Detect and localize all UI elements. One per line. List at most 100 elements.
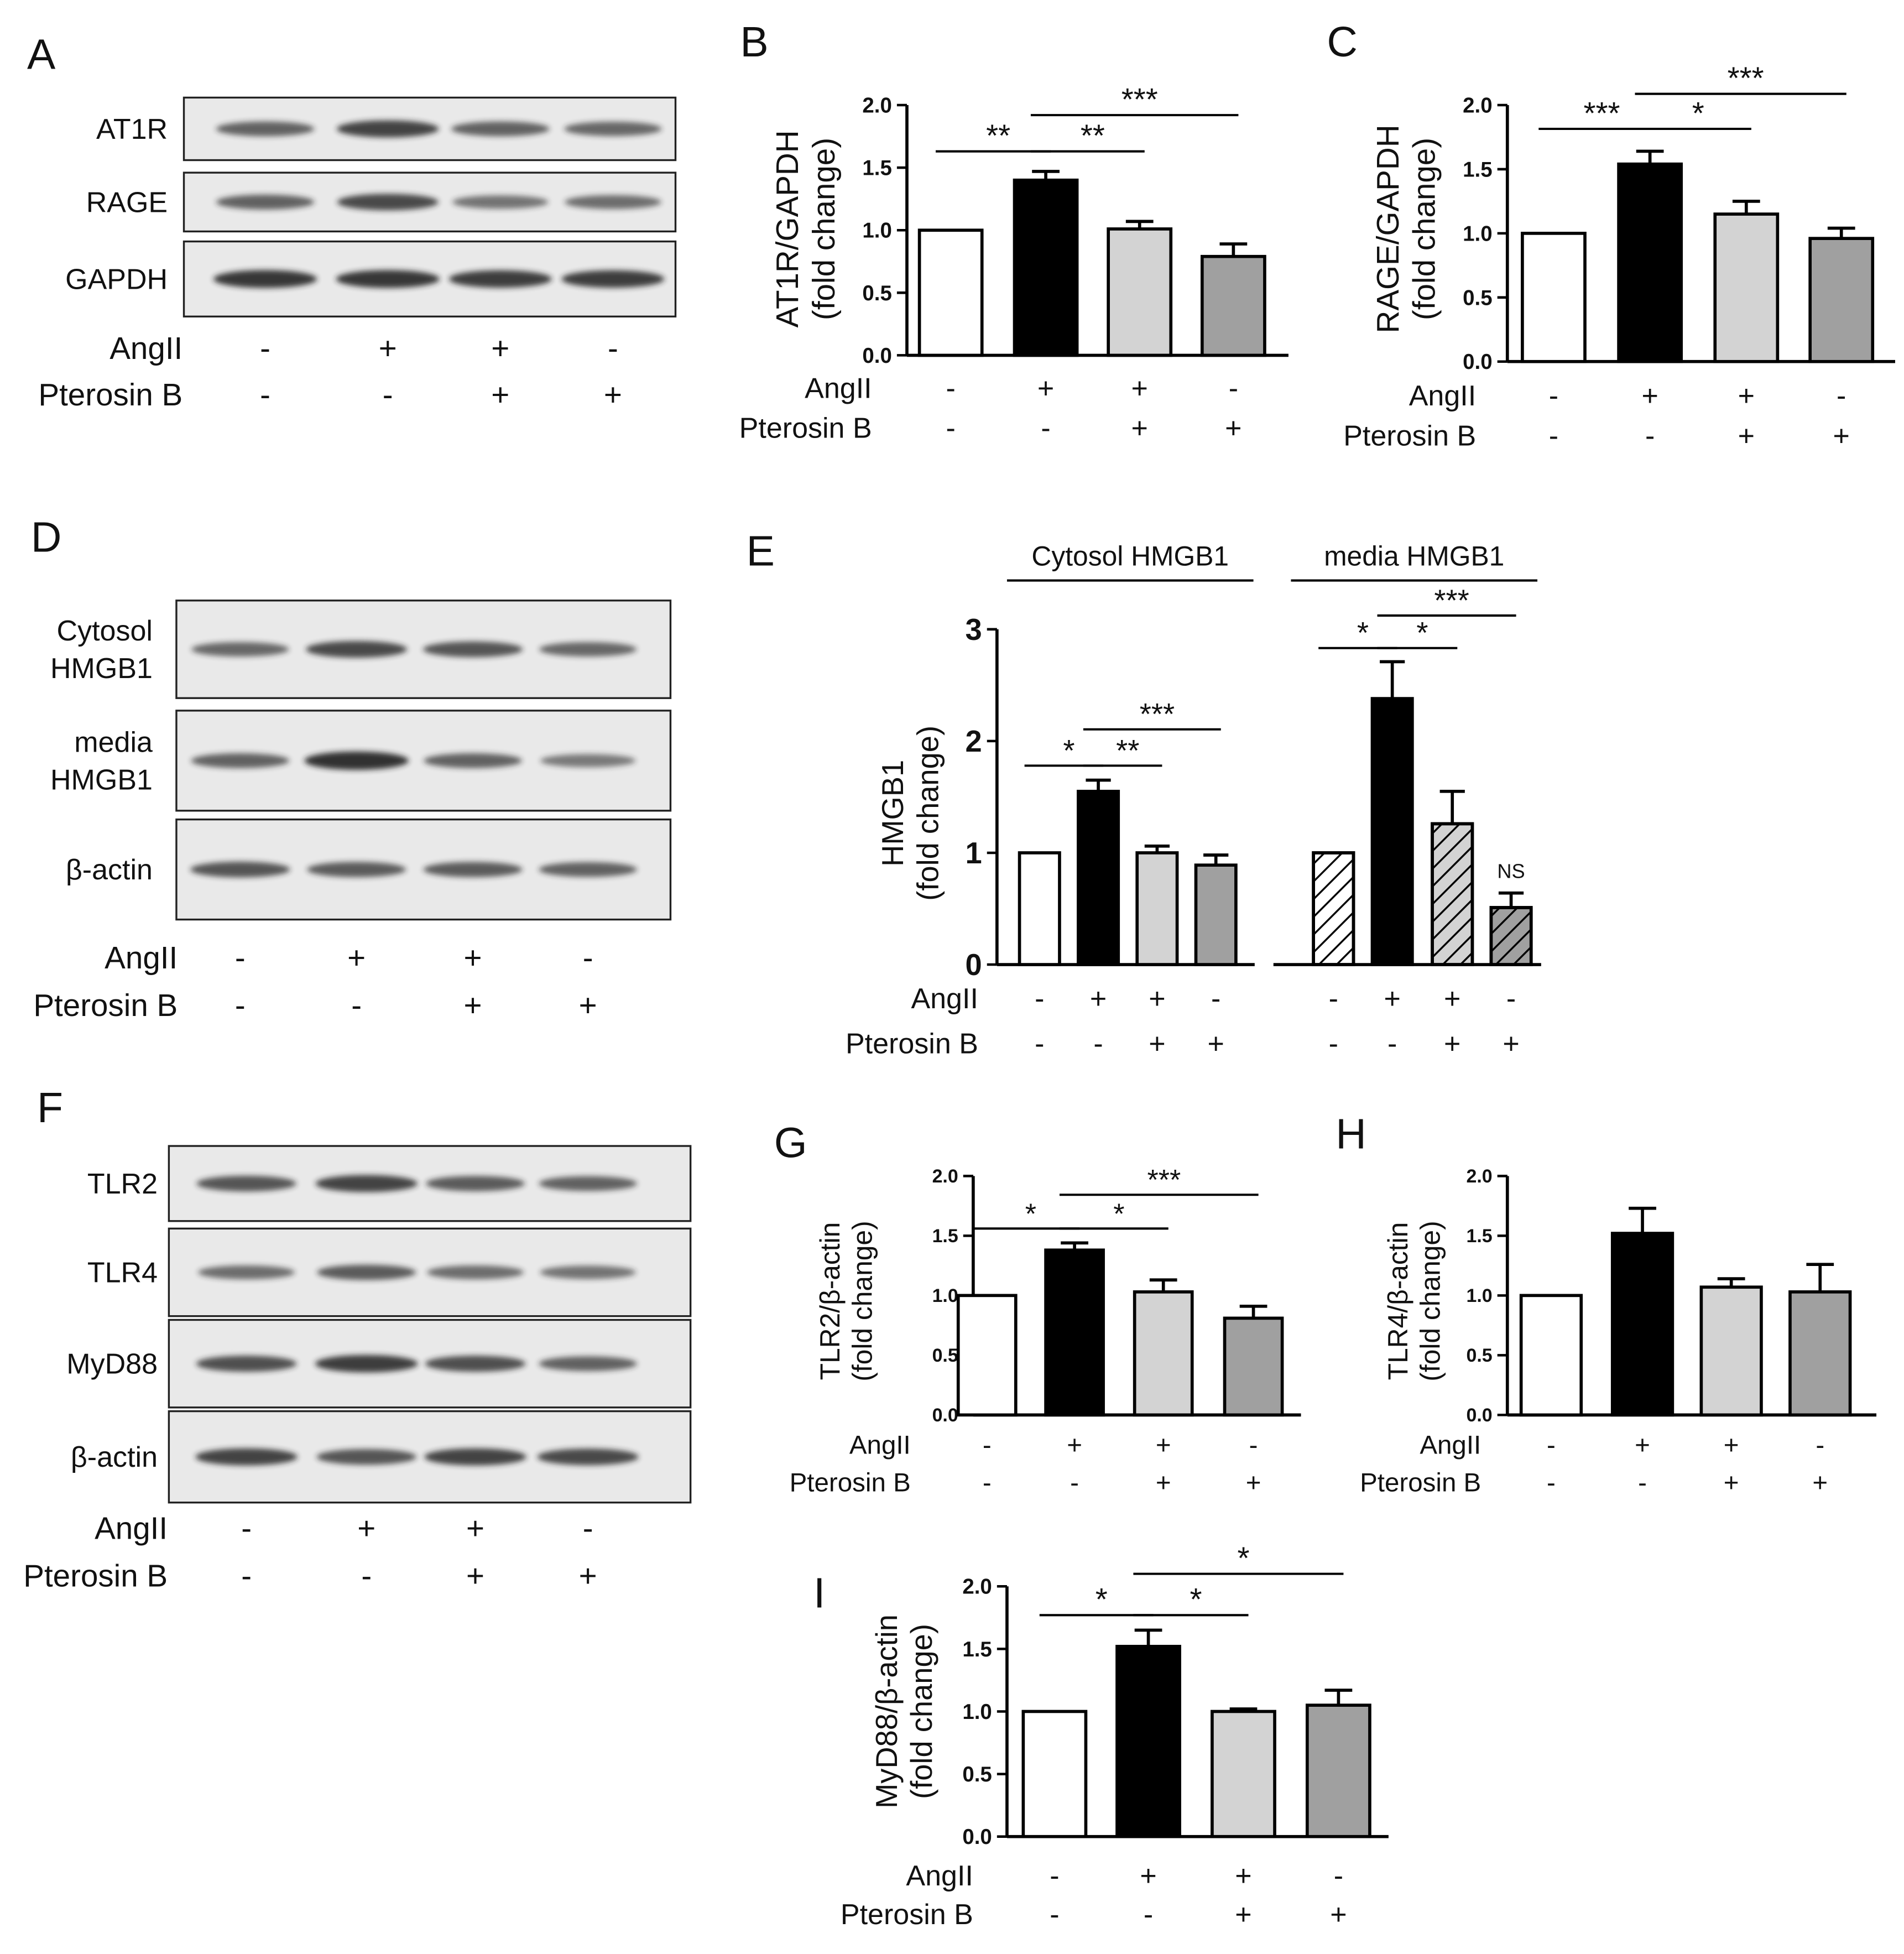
chart-C-pterosin-sign: - bbox=[1549, 420, 1558, 452]
bar-hatch bbox=[1312, 851, 1355, 966]
significance-label: * bbox=[1190, 1582, 1202, 1617]
blot-F-angii-label: AngII bbox=[95, 1510, 168, 1545]
y-tick-label: 1.0 bbox=[1463, 222, 1492, 246]
blot-band bbox=[452, 195, 549, 209]
bar bbox=[1133, 1290, 1194, 1417]
blot-band bbox=[539, 1176, 638, 1191]
y-tick-label: 0.0 bbox=[932, 1405, 958, 1426]
panel-letter-C: C bbox=[1327, 18, 1358, 66]
panel-letter-E: E bbox=[747, 527, 775, 575]
blot-band bbox=[564, 195, 661, 209]
chart-B-angii-sign: - bbox=[1229, 372, 1238, 404]
chart-B: B0.00.51.01.52.0** *****AT1R/GAPDH (fold c… bbox=[740, 18, 1289, 368]
chart-E-g1-pterosin-sign: + bbox=[1503, 1028, 1519, 1060]
blot-row-label: TLR2 bbox=[87, 1168, 158, 1200]
chart-G-pterosin-sign: - bbox=[1070, 1468, 1079, 1497]
blot-row-label: media bbox=[74, 726, 153, 758]
y-tick-label: 1.5 bbox=[1466, 1226, 1492, 1247]
chart-H-pterosin-label: Pterosin B bbox=[1360, 1468, 1481, 1497]
blot-band bbox=[539, 1356, 638, 1372]
chart-H-angii-sign: - bbox=[1816, 1430, 1824, 1460]
bar bbox=[1044, 1248, 1105, 1417]
chart-I: I 0.0 0.5 1.0 1.5 2.0 * * * MyD88/β-actin (fold ch… bbox=[813, 1541, 1389, 1849]
blot-band bbox=[539, 642, 637, 657]
blot-D-pterosin-label: Pterosin B bbox=[33, 988, 178, 1023]
blot-band bbox=[216, 194, 315, 210]
chart-C-pterosin-sign: + bbox=[1833, 420, 1850, 452]
chart-C-angii-sign: + bbox=[1738, 380, 1755, 412]
y-axis-label-units: (fold change) bbox=[847, 1221, 878, 1381]
y-tick-label: 2.0 bbox=[1463, 93, 1492, 117]
chart-H-pterosin-sign: - bbox=[1547, 1468, 1556, 1497]
chart-I-pterosin-sign: - bbox=[1050, 1899, 1059, 1931]
blot-band bbox=[315, 1175, 418, 1192]
y-axis-label: HMGB1 bbox=[876, 760, 910, 867]
blot-band bbox=[540, 754, 636, 768]
chart-H-pterosin-sign: - bbox=[1638, 1468, 1647, 1497]
y-tick-label: 0.5 bbox=[962, 1763, 992, 1786]
blot-band bbox=[564, 121, 662, 136]
chart-H: H 0.0 0.5 1.0 1.5 2.0 TLR4/β-actin (fold change… bbox=[1336, 1111, 1877, 1426]
chart-B-pterosin-sign: + bbox=[1131, 413, 1148, 445]
blot-band bbox=[422, 641, 523, 658]
chart-E-g1-angii-sign: + bbox=[1384, 983, 1400, 1015]
blot-A-pterosin-sign: + bbox=[604, 377, 622, 412]
blot-row-label: Cytosol bbox=[57, 615, 153, 647]
blot-F-angii-sign: + bbox=[466, 1510, 484, 1545]
chart-E-g1-angii-sign: - bbox=[1329, 983, 1338, 1015]
blot-band bbox=[561, 270, 665, 288]
y-axis-label-units: (fold change) bbox=[905, 1624, 938, 1799]
blot-row-label: GAPDH bbox=[65, 264, 168, 296]
blot-band bbox=[315, 1354, 418, 1373]
blot-band bbox=[304, 751, 409, 770]
significance-label: ** bbox=[986, 118, 1010, 153]
bar bbox=[1617, 162, 1683, 363]
chart-C-pterosin-sign: + bbox=[1738, 420, 1755, 452]
bar bbox=[1713, 212, 1780, 363]
blot-band bbox=[196, 1175, 296, 1192]
chart-G-angii-sign: - bbox=[1249, 1430, 1258, 1460]
chart-E-g0-pterosin-label: Pterosin B bbox=[846, 1028, 978, 1060]
panel-letter-A: A bbox=[27, 30, 56, 78]
blot-D-pterosin-sign: - bbox=[235, 988, 246, 1023]
blot-band bbox=[424, 753, 522, 768]
blot-band bbox=[451, 121, 550, 137]
significance-label: ** bbox=[1116, 733, 1139, 767]
chart-H-angii-sign: - bbox=[1547, 1430, 1556, 1460]
y-tick-label: 0 bbox=[966, 948, 982, 982]
blot-band bbox=[337, 194, 439, 211]
blot-F-pterosin-sign: - bbox=[241, 1558, 252, 1593]
blot-band bbox=[191, 753, 290, 768]
chart-I-pterosin-label: Pterosin B bbox=[841, 1899, 973, 1931]
blot-strip-F: β-actin bbox=[71, 1410, 692, 1504]
group-header: Cytosol HMGB1 bbox=[1031, 540, 1229, 571]
chart-E-g0-angii-sign: + bbox=[1149, 983, 1165, 1015]
bar bbox=[917, 228, 984, 357]
chart-I-angii-sign: - bbox=[1050, 1860, 1059, 1892]
y-axis-label: AT1R/GAPDH bbox=[770, 130, 805, 327]
y-tick-label: 0.0 bbox=[962, 1825, 992, 1849]
chart-G-angii-sign: - bbox=[983, 1430, 992, 1460]
bar bbox=[1521, 232, 1587, 363]
chart-E-g1-pterosin-sign: + bbox=[1444, 1028, 1460, 1060]
y-tick-label: 1.5 bbox=[862, 157, 891, 180]
blot-strip-F: TLR2 bbox=[87, 1145, 692, 1222]
chart-I-pterosin-sign: + bbox=[1235, 1899, 1251, 1931]
blot-D-pterosin-sign: - bbox=[351, 988, 362, 1023]
chart-H-angii-sign: + bbox=[1635, 1430, 1650, 1460]
bar bbox=[1699, 1285, 1763, 1417]
significance-label: * bbox=[1096, 1582, 1108, 1617]
bar bbox=[1021, 1710, 1088, 1838]
chart-G-angii-sign: + bbox=[1156, 1430, 1171, 1460]
y-tick-label: 2.0 bbox=[1466, 1166, 1492, 1187]
blot-band bbox=[316, 1448, 417, 1465]
group-header: media HMGB1 bbox=[1324, 540, 1504, 571]
y-tick-label: 0.5 bbox=[932, 1345, 958, 1366]
chart-B-pterosin-label: Pterosin B bbox=[739, 413, 872, 445]
chart-C-angii-sign: - bbox=[1549, 380, 1558, 412]
chart-E-g1-pterosin-sign: - bbox=[1329, 1028, 1338, 1060]
blot-band bbox=[336, 270, 440, 288]
chart-E-g0-pterosin-sign: + bbox=[1208, 1028, 1224, 1060]
blot-strip-D: β-actin bbox=[66, 818, 672, 921]
